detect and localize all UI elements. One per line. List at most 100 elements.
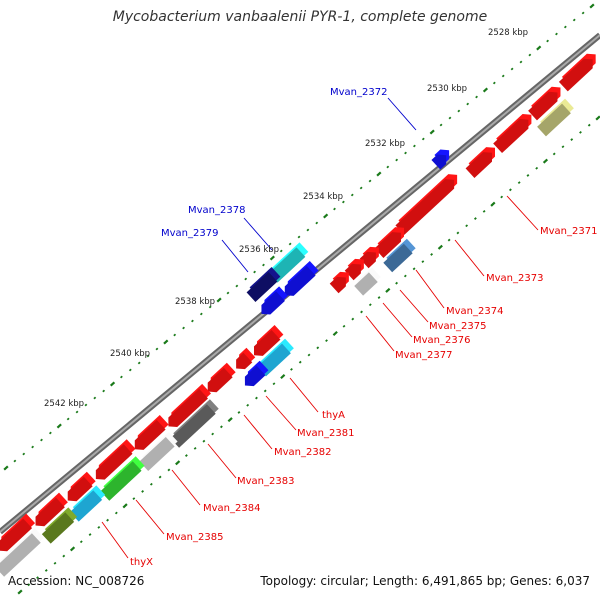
minor-tick (75, 410, 79, 414)
major-tick (490, 201, 496, 207)
minor-tick (579, 130, 582, 134)
major-tick (227, 417, 233, 423)
gene-block-face (329, 276, 346, 294)
leader-mvan-2383 (207, 443, 237, 479)
gene-block (35, 492, 68, 527)
minor-tick (137, 361, 141, 365)
minor-tick (386, 165, 390, 169)
gene-block-face (67, 476, 93, 502)
major-tick (163, 339, 169, 345)
gene-block-face (431, 154, 447, 170)
major-tick (482, 87, 489, 93)
major-tick (595, 115, 600, 121)
gene-block-face (0, 518, 33, 552)
minor-tick (519, 60, 523, 64)
leader-mvan-2378 (243, 217, 273, 251)
gene-block (329, 271, 349, 294)
scale-label-2540-kbp: 2540 kbp (110, 349, 150, 359)
gene-block (261, 286, 288, 315)
minor-tick (501, 74, 505, 78)
minor-tick (53, 561, 57, 565)
minor-tick (22, 452, 26, 456)
minor-tick (448, 116, 452, 120)
gene-block-face (139, 436, 175, 472)
minor-tick (325, 339, 328, 343)
minor-tick (167, 468, 171, 472)
gene-block (537, 98, 574, 137)
gene-block (67, 471, 96, 502)
gene-block (465, 147, 496, 178)
minor-tick (517, 181, 521, 185)
minor-tick (290, 367, 293, 371)
minor-tick (262, 263, 265, 267)
minor-tick (226, 291, 230, 295)
minor-tick (114, 511, 118, 515)
minor-tick (368, 179, 372, 183)
major-tick (589, 3, 595, 9)
scale-label-2530-kbp: 2530 kbp (427, 84, 467, 94)
gene-block-face (493, 119, 529, 154)
minor-tick (404, 151, 407, 155)
gene-labels: Mvan_2371 Mvan_2372 Mvan_2373 Mvan_2374 Mvan… (130, 87, 597, 568)
minor-tick (555, 32, 558, 36)
minor-tick (350, 193, 354, 197)
gene-label-mvan-2382: Mvan_2382 (274, 447, 331, 458)
major-tick (17, 589, 23, 595)
minor-tick (475, 95, 478, 99)
gene-block (236, 347, 256, 370)
minor-tick (351, 317, 355, 321)
minor-tick (572, 18, 576, 22)
minor-tick (97, 525, 101, 529)
minor-tick (66, 417, 70, 421)
leader-mvan-2371 (506, 195, 539, 231)
gene-block-face (528, 91, 558, 121)
minor-tick (395, 158, 399, 162)
minor-tick (141, 490, 145, 493)
gene-block-face (284, 265, 316, 296)
gene-block (41, 507, 78, 544)
minor-tick (421, 260, 425, 264)
gene-label-mvan-2372: Mvan_2372 (330, 87, 387, 98)
minor-tick (482, 209, 486, 213)
gene-block-face (69, 490, 103, 522)
major-tick (542, 158, 549, 164)
gene-label-mvan-2375: Mvan_2375 (429, 321, 486, 332)
gene-block-face (170, 404, 216, 448)
gene-block-face (537, 103, 571, 137)
gene-label-mvan-2384: Mvan_2384 (203, 503, 260, 514)
gene-block (284, 260, 319, 296)
gene-block-face (383, 243, 413, 273)
scale-label-2536-kbp: 2536 kbp (239, 245, 279, 255)
minor-tick (395, 281, 398, 285)
leader-mvan-2382 (243, 414, 273, 450)
gene-block (383, 238, 416, 273)
gene-block (395, 174, 458, 235)
gene-block (246, 267, 281, 302)
minor-tick (31, 445, 35, 449)
major-tick (536, 45, 542, 51)
minor-tick (62, 554, 66, 558)
minor-tick (128, 368, 132, 372)
leader-mvan-2372 (387, 97, 417, 131)
minor-tick (413, 144, 416, 148)
minor-tick (526, 174, 530, 177)
minor-tick (149, 482, 153, 486)
minor-tick (298, 360, 302, 364)
gene-block-face (261, 291, 285, 315)
scale-labels: 2528 kbp 2530 kbp 2532 kbp 2534 kbp 2536 kbp… (44, 28, 528, 409)
gene-block (69, 485, 106, 522)
minor-tick (146, 354, 150, 358)
leader-mvan-2384 (171, 469, 201, 506)
major-tick (280, 374, 286, 380)
major-tick (216, 297, 222, 303)
gene-label-mvan-2373: Mvan_2373 (486, 273, 543, 284)
minor-tick (341, 200, 345, 204)
major-tick (69, 546, 76, 552)
major-tick (269, 255, 275, 261)
minor-tick (36, 576, 39, 580)
minor-tick (510, 67, 514, 71)
leader-mvan-2375 (399, 289, 429, 323)
major-tick (56, 423, 62, 429)
gene-block (207, 362, 236, 393)
gene-label-mvan-2377: Mvan_2377 (395, 350, 452, 361)
